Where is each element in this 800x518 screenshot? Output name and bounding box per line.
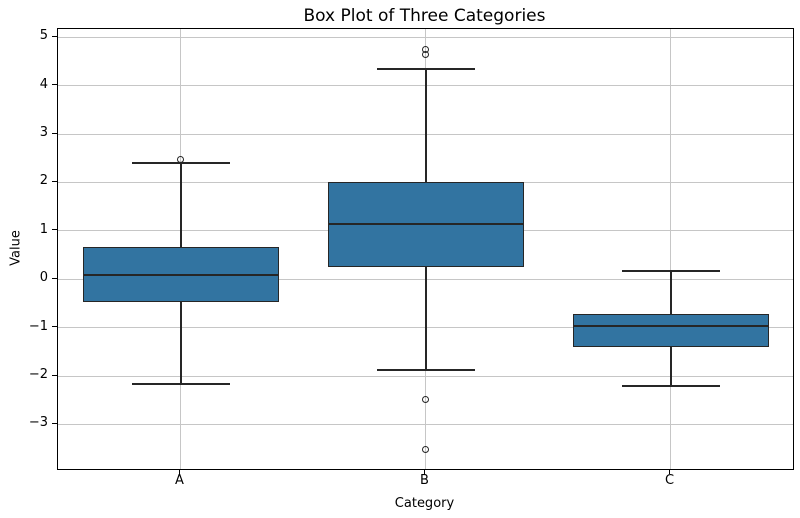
y-tick-mark	[52, 229, 57, 231]
y-tick-label: −3	[28, 415, 48, 431]
whisker-cap-lower	[131, 382, 230, 385]
y-tick-label: 0	[39, 270, 48, 286]
box-C	[572, 314, 769, 347]
y-tick-label: 5	[39, 28, 48, 44]
y-tick-label: 2	[39, 173, 48, 189]
y-tick-mark	[52, 374, 57, 376]
y-tick-label: −2	[28, 367, 48, 383]
y-tick-mark	[52, 277, 57, 279]
whisker-upper	[424, 69, 427, 183]
y-tick-mark	[52, 422, 57, 424]
v-gridline	[670, 29, 671, 469]
whisker-cap-lower	[376, 369, 475, 372]
whisker-cap-upper	[621, 270, 720, 273]
whisker-lower	[669, 346, 672, 386]
median-C	[572, 325, 769, 328]
x-tick-label: C	[664, 473, 675, 488]
x-tick-label: B	[420, 473, 429, 488]
whisker-cap-upper	[376, 68, 475, 71]
median-A	[82, 274, 279, 277]
whisker-upper	[669, 271, 672, 315]
x-axis-label: Category	[394, 496, 455, 511]
outlier-point	[177, 155, 184, 163]
y-tick-mark	[52, 132, 57, 134]
y-tick-label: 4	[39, 76, 48, 92]
median-B	[327, 223, 524, 226]
x-tick-mark	[669, 469, 670, 474]
y-tick-mark	[52, 35, 57, 37]
y-tick-label: −1	[28, 318, 48, 334]
x-tick-label: A	[175, 473, 184, 488]
outlier-point	[422, 51, 429, 59]
whisker-upper	[179, 162, 182, 247]
x-tick-mark	[424, 469, 425, 474]
whisker-cap-lower	[621, 384, 720, 387]
y-tick-label: 3	[39, 125, 48, 141]
outlier-point	[422, 445, 429, 453]
outlier-point	[422, 395, 429, 403]
plot-area	[57, 28, 794, 470]
chart-title: Box Plot of Three Categories	[303, 6, 546, 26]
whisker-lower	[424, 267, 427, 371]
whisker-lower	[179, 302, 182, 384]
y-tick-mark	[52, 326, 57, 328]
y-tick-label: 1	[39, 221, 48, 237]
y-tick-mark	[52, 84, 57, 86]
y-tick-mark	[52, 180, 57, 182]
x-tick-mark	[179, 469, 180, 474]
